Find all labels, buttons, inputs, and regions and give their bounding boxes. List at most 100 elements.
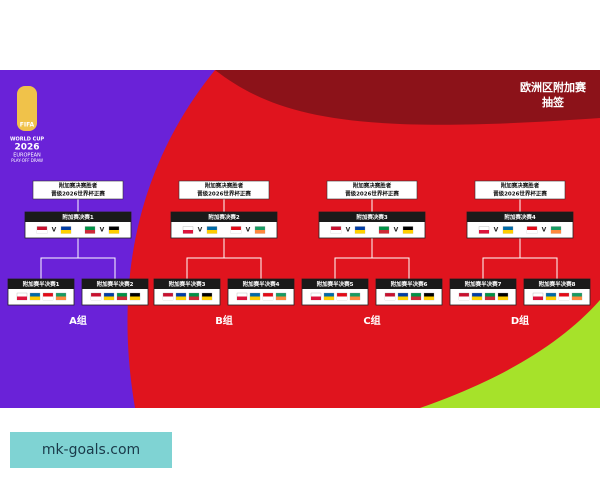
watermark-box — [10, 432, 172, 468]
flag-stripe — [231, 230, 241, 234]
flag-stripe — [398, 296, 408, 300]
semi-label: 附加赛半决赛4 — [243, 280, 280, 288]
flag-stripe — [527, 230, 537, 234]
flag-stripe — [424, 296, 434, 300]
flag-stripe — [117, 296, 127, 300]
versus: V — [542, 227, 547, 234]
flag-stripe — [459, 296, 469, 300]
flag-stripe — [331, 230, 341, 234]
semi-label: 附加赛半决赛6 — [391, 280, 428, 288]
flag-stripe — [189, 296, 199, 300]
versus: V — [52, 227, 57, 234]
flag-stripe — [91, 296, 101, 300]
flag-stripe — [30, 296, 40, 300]
flag-stripe — [276, 296, 286, 300]
semi-header — [450, 279, 516, 289]
connector — [334, 257, 410, 280]
versus: V — [394, 227, 399, 234]
flag-stripe — [56, 296, 66, 300]
final-header — [171, 212, 277, 222]
flag-stripe — [379, 230, 389, 234]
flag-stripe — [485, 296, 495, 300]
semi-label: 附加赛半决赛1 — [23, 280, 60, 288]
final-header — [467, 212, 573, 222]
group-label: A组 — [69, 314, 87, 327]
winner-box — [326, 180, 418, 200]
winner-box — [474, 180, 566, 200]
flag-stripe — [237, 296, 247, 300]
versus: V — [246, 227, 251, 234]
flag-stripe — [479, 230, 489, 234]
flag-stripe — [411, 296, 421, 300]
flag-stripe — [163, 296, 173, 300]
flag-stripe — [472, 296, 482, 300]
flag-stripe — [37, 230, 47, 234]
subtitle: 抽签 — [542, 95, 565, 109]
bg-darkred — [215, 70, 600, 125]
logo-brand: FIFA — [20, 122, 35, 129]
flag-stripe — [61, 230, 71, 234]
winner-box — [32, 180, 124, 200]
semi-header — [82, 279, 148, 289]
semi-header — [524, 279, 590, 289]
semi-header — [302, 279, 368, 289]
semi-label: 附加赛半决赛7 — [465, 280, 502, 288]
winner-text: 晋级2026世界杯正赛 — [493, 190, 547, 198]
versus: V — [198, 227, 203, 234]
flag-stripe — [109, 230, 119, 234]
bg-red — [127, 70, 600, 408]
final-label: 附加赛决赛2 — [208, 213, 240, 221]
flag-stripe — [385, 296, 395, 300]
final-header — [319, 212, 425, 222]
winner-text: 晋级2026世界杯正赛 — [345, 190, 399, 198]
winner-text: 附加赛决赛胜者 — [205, 182, 244, 190]
flag-stripe — [533, 296, 543, 300]
flag-stripe — [176, 296, 186, 300]
flag-stripe — [130, 296, 140, 300]
winner-text: 附加赛决赛胜者 — [501, 182, 540, 190]
connector — [40, 257, 116, 280]
flag-stripe — [546, 296, 556, 300]
winner-text: 晋级2026世界杯正赛 — [197, 190, 251, 198]
flag-stripe — [17, 296, 27, 300]
flag-stripe — [324, 296, 334, 300]
flag-stripe — [104, 296, 114, 300]
flag-stripe — [311, 296, 321, 300]
group-label: C组 — [363, 314, 380, 327]
flag-stripe — [350, 296, 360, 300]
group-label: D组 — [511, 314, 529, 327]
flag-stripe — [551, 230, 561, 234]
trophy — [17, 86, 37, 131]
logo-year: 2026 — [14, 143, 39, 153]
semi-label: 附加赛半决赛2 — [97, 280, 134, 288]
winner-box — [178, 180, 270, 200]
flag-stripe — [183, 230, 193, 234]
flag-stripe — [255, 230, 265, 234]
connector — [482, 257, 558, 280]
flag-stripe — [207, 230, 217, 234]
watermark: mk-goals.com — [42, 442, 140, 458]
semi-header — [8, 279, 74, 289]
winner-text: 附加赛决赛胜者 — [59, 182, 98, 190]
flag-stripe — [503, 230, 513, 234]
flag-stripe — [202, 296, 212, 300]
semi-label: 附加赛半决赛5 — [317, 280, 354, 288]
final-label: 附加赛决赛3 — [356, 213, 388, 221]
flag-stripe — [559, 296, 569, 300]
winner-text: 晋级2026世界杯正赛 — [51, 190, 105, 198]
semi-header — [154, 279, 220, 289]
logo-line: EUROPEAN — [13, 153, 41, 159]
flag-stripe — [337, 296, 347, 300]
flag-stripe — [498, 296, 508, 300]
flag-stripe — [355, 230, 365, 234]
title: 欧洲区附加赛 — [520, 80, 587, 94]
flag-stripe — [250, 296, 260, 300]
bg-green — [420, 300, 600, 408]
flag-stripe — [85, 230, 95, 234]
flag-stripe — [403, 230, 413, 234]
versus: V — [346, 227, 351, 234]
semi-header — [376, 279, 442, 289]
flag-stripe — [572, 296, 582, 300]
